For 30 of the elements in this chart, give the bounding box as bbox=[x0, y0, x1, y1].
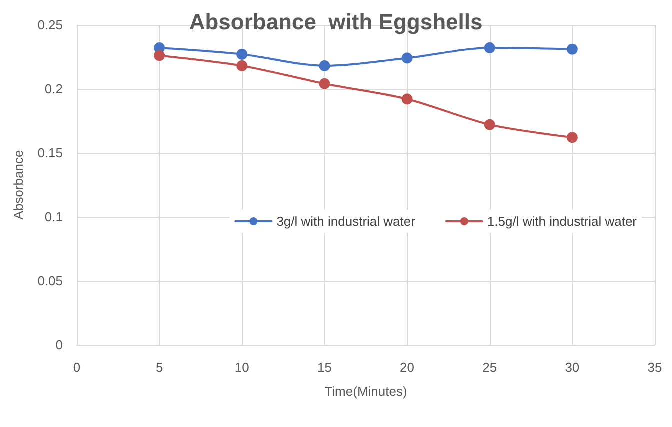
legend-label: 1.5g/l with industrial water bbox=[487, 214, 638, 229]
point bbox=[566, 132, 578, 144]
x-axis-title: Time(Minutes) bbox=[324, 384, 408, 399]
point bbox=[484, 42, 496, 54]
point bbox=[402, 94, 413, 105]
x-tick-label: 30 bbox=[565, 360, 580, 375]
x-tick-label: 10 bbox=[234, 360, 250, 375]
y-tick-label: 0.25 bbox=[38, 18, 63, 32]
point bbox=[566, 44, 578, 55]
x-tick-label: 5 bbox=[156, 360, 164, 375]
y-tick-label: 0.1 bbox=[44, 210, 63, 224]
chart-title: Absorbance with Eggshells bbox=[189, 10, 483, 34]
point bbox=[154, 50, 166, 62]
y-tick-label: 0.2 bbox=[44, 82, 63, 96]
x-tick-label: 20 bbox=[400, 360, 415, 375]
x-tick-label: 35 bbox=[648, 360, 662, 375]
point bbox=[236, 60, 248, 72]
point bbox=[319, 78, 330, 90]
point bbox=[319, 60, 330, 72]
point bbox=[236, 48, 248, 60]
point bbox=[484, 119, 496, 130]
y-tick-label: 0 bbox=[56, 338, 63, 352]
y-tick-label: 0.05 bbox=[38, 274, 63, 288]
x-tick-label: 0 bbox=[73, 360, 81, 375]
legend-label: 3g/l with industrial water bbox=[276, 214, 416, 229]
x-tick-label: 15 bbox=[317, 360, 332, 375]
point bbox=[402, 52, 413, 64]
y-axis-title: Absorbance bbox=[11, 150, 26, 220]
y-tick-label: 0.15 bbox=[38, 146, 63, 160]
x-tick-label: 25 bbox=[482, 360, 498, 375]
